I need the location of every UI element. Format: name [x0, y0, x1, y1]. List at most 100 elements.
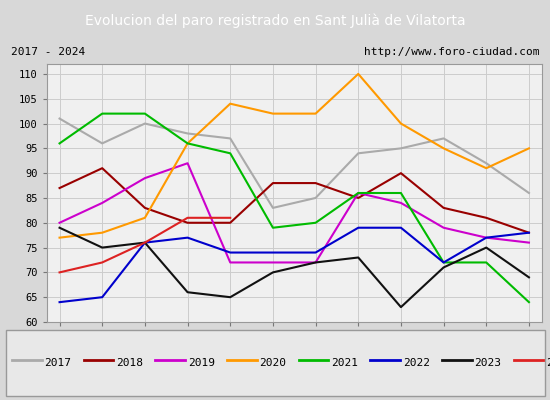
2022: [56, 300, 63, 304]
2022: [526, 230, 532, 235]
Line: 2021: 2021: [59, 114, 529, 302]
2023: [141, 240, 148, 245]
2018: [99, 166, 106, 170]
2018: [184, 220, 191, 225]
2022: [227, 250, 234, 255]
2019: [56, 220, 63, 225]
2024: [184, 216, 191, 220]
2021: [483, 260, 490, 265]
2019: [355, 191, 361, 196]
2023: [483, 245, 490, 250]
2022: [184, 235, 191, 240]
2024: [227, 216, 234, 220]
2019: [227, 260, 234, 265]
2021: [141, 111, 148, 116]
Text: 2024: 2024: [546, 358, 550, 368]
2019: [99, 200, 106, 205]
2020: [355, 72, 361, 76]
FancyBboxPatch shape: [6, 330, 544, 396]
2020: [526, 146, 532, 151]
2018: [141, 206, 148, 210]
2017: [398, 146, 404, 151]
Text: 2021: 2021: [331, 358, 358, 368]
2023: [312, 260, 319, 265]
2021: [270, 225, 276, 230]
2017: [184, 131, 191, 136]
Line: 2019: 2019: [59, 163, 529, 262]
2019: [398, 200, 404, 205]
2021: [526, 300, 532, 304]
2018: [526, 230, 532, 235]
2020: [141, 216, 148, 220]
Text: 2018: 2018: [116, 358, 143, 368]
2024: [99, 260, 106, 265]
Line: 2024: 2024: [59, 218, 230, 272]
Line: 2018: 2018: [59, 168, 529, 233]
2020: [227, 101, 234, 106]
Line: 2017: 2017: [59, 118, 529, 208]
2022: [398, 225, 404, 230]
Text: 2022: 2022: [403, 358, 430, 368]
2017: [227, 136, 234, 141]
2017: [99, 141, 106, 146]
2021: [355, 191, 361, 196]
2020: [184, 141, 191, 146]
2020: [398, 121, 404, 126]
2023: [270, 270, 276, 275]
2021: [227, 151, 234, 156]
2018: [312, 181, 319, 186]
2019: [141, 176, 148, 180]
2021: [398, 191, 404, 196]
Text: 2023: 2023: [474, 358, 501, 368]
2017: [483, 161, 490, 166]
Text: 2019: 2019: [188, 358, 215, 368]
2019: [184, 161, 191, 166]
Line: 2022: 2022: [59, 228, 529, 302]
2019: [526, 240, 532, 245]
2022: [441, 260, 447, 265]
2018: [270, 181, 276, 186]
2023: [227, 295, 234, 300]
Text: 2017: 2017: [45, 358, 72, 368]
2017: [441, 136, 447, 141]
2017: [526, 191, 532, 196]
2017: [141, 121, 148, 126]
2021: [56, 141, 63, 146]
2022: [141, 240, 148, 245]
2019: [312, 260, 319, 265]
2018: [355, 196, 361, 200]
2020: [56, 235, 63, 240]
2024: [56, 270, 63, 275]
2023: [398, 305, 404, 310]
Text: 2020: 2020: [260, 358, 287, 368]
2019: [483, 235, 490, 240]
2020: [99, 230, 106, 235]
2022: [312, 250, 319, 255]
2023: [56, 225, 63, 230]
2023: [526, 275, 532, 280]
2022: [99, 295, 106, 300]
2017: [270, 206, 276, 210]
2022: [483, 235, 490, 240]
2018: [483, 216, 490, 220]
2020: [483, 166, 490, 170]
2019: [441, 225, 447, 230]
2023: [99, 245, 106, 250]
2021: [312, 220, 319, 225]
2018: [227, 220, 234, 225]
2018: [441, 206, 447, 210]
2020: [441, 146, 447, 151]
2018: [398, 171, 404, 176]
Text: http://www.foro-ciudad.com: http://www.foro-ciudad.com: [364, 47, 539, 57]
2019: [270, 260, 276, 265]
2021: [99, 111, 106, 116]
2021: [184, 141, 191, 146]
2020: [270, 111, 276, 116]
2020: [312, 111, 319, 116]
2018: [56, 186, 63, 190]
2017: [312, 196, 319, 200]
2021: [441, 260, 447, 265]
2024: [141, 240, 148, 245]
2023: [441, 265, 447, 270]
Line: 2023: 2023: [59, 228, 529, 307]
